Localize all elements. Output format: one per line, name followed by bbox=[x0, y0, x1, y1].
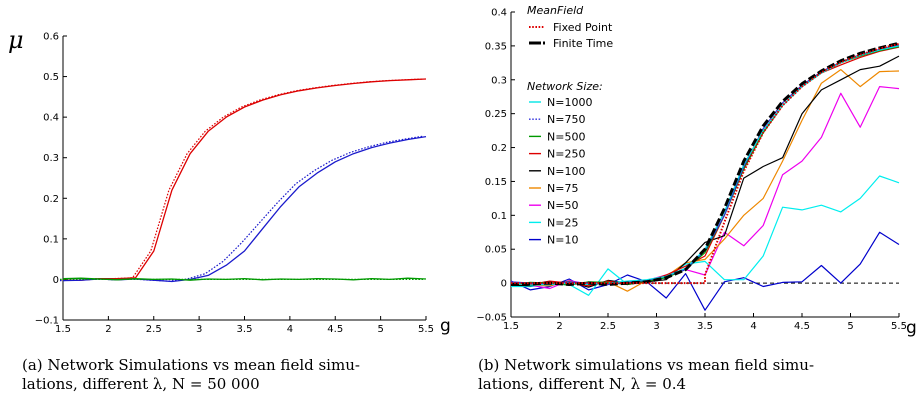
chart-b: 1.5 2 2.5 3 3.5 4 4.5 5 5.5 −0.05 0 0.05 0.1 0.15 0.2 0… bbox=[476, 4, 916, 338]
legend-label: Fixed Point bbox=[553, 21, 613, 34]
x-tick-label: 3 bbox=[653, 321, 659, 332]
caption-a-line2: lations, different λ, N = 50 000 bbox=[22, 375, 260, 393]
legend-network-title: Network Size: bbox=[527, 80, 603, 93]
x-tick-label: 2.5 bbox=[600, 321, 616, 332]
x-tick-label: 3 bbox=[196, 324, 202, 335]
legend-label: N=250 bbox=[547, 148, 585, 161]
x-tick-label: 2 bbox=[556, 321, 562, 332]
legend-label: N=25 bbox=[547, 216, 578, 229]
y-tick-label: 0 bbox=[501, 279, 507, 290]
y-tick-label: 0.05 bbox=[485, 245, 507, 256]
legend-label: N=50 bbox=[547, 199, 578, 212]
caption-a: (a) Network Simulations vs mean field si… bbox=[22, 356, 442, 394]
y-tick-label: −0.1 bbox=[35, 316, 59, 327]
x-tick-label: 4.5 bbox=[327, 324, 343, 335]
x-tick-label: 4.5 bbox=[794, 321, 810, 332]
y-tick-label: 0.15 bbox=[485, 177, 507, 188]
legend-label: N=75 bbox=[547, 182, 578, 195]
x-tick-label: 5 bbox=[847, 321, 853, 332]
chart-a: 1.5 2 2.5 3 3.5 4 4.5 5 5.5 −0.1 0 0.1 0.2 0.3 0.4 0.5 0… bbox=[8, 26, 451, 336]
series-line bbox=[62, 135, 427, 283]
figure: 1.5 2 2.5 3 3.5 4 4.5 5 5.5 −0.1 0 0.1 0.2 0.3 0.4 0.5 0… bbox=[8, 4, 917, 338]
legend-label: N=750 bbox=[547, 113, 585, 126]
legend-label: N=1000 bbox=[547, 96, 592, 109]
x-tick-label: 2.5 bbox=[146, 324, 162, 335]
x-axis-label: g bbox=[906, 318, 917, 338]
caption-b-line2: lations, different N, λ = 0.4 bbox=[478, 375, 687, 393]
y-tick-label: 0.1 bbox=[43, 234, 59, 245]
legend-label: Finite Time bbox=[553, 37, 613, 50]
y-tick-label: 0 bbox=[53, 275, 59, 286]
meanfield-fixed-point-line bbox=[511, 42, 900, 285]
series-line bbox=[63, 78, 427, 281]
x-tick-label: 5.5 bbox=[418, 324, 434, 335]
x-axis-label: g bbox=[440, 316, 451, 336]
x-tick-label: 4 bbox=[750, 321, 756, 332]
x-tick-label: 3.5 bbox=[237, 324, 253, 335]
x-tick-label: 3.5 bbox=[697, 321, 713, 332]
x-tick-label: 4 bbox=[287, 324, 293, 335]
y-tick-label: 0.2 bbox=[491, 143, 507, 154]
caption-a-line1: (a) Network Simulations vs mean field si… bbox=[22, 356, 360, 374]
caption-b-line1: (b) Network simulations vs mean field si… bbox=[478, 356, 815, 374]
meanfield-finite-time-line bbox=[510, 41, 900, 286]
y-tick-label: 0.25 bbox=[485, 109, 507, 120]
legend-label: N=100 bbox=[547, 165, 585, 178]
y-tick-label: 0.1 bbox=[491, 211, 507, 222]
legend-meanfield-title: MeanField bbox=[527, 4, 584, 17]
y-tick-label: −0.05 bbox=[476, 313, 507, 324]
y-tick-label: 0.3 bbox=[491, 75, 507, 86]
y-tick-label: 0.4 bbox=[491, 8, 507, 19]
legend-label: N=500 bbox=[547, 130, 585, 143]
series-line bbox=[60, 78, 424, 281]
y-tick-label: 0.4 bbox=[43, 113, 59, 124]
x-tick-label: 2 bbox=[105, 324, 111, 335]
caption-b: (b) Network simulations vs mean field si… bbox=[478, 356, 918, 394]
legend-label: N=10 bbox=[547, 234, 578, 247]
x-tick-label: 1.5 bbox=[503, 321, 519, 332]
y-tick-label: 0.5 bbox=[43, 72, 59, 83]
series-line-n-25 bbox=[511, 175, 900, 296]
series-line bbox=[59, 135, 424, 282]
y-tick-label: 0.2 bbox=[43, 194, 59, 205]
y-tick-label: 0.35 bbox=[485, 41, 507, 52]
x-tick-label: 1.5 bbox=[55, 324, 71, 335]
x-tick-label: 5 bbox=[377, 324, 383, 335]
y-axis-label: μ bbox=[8, 26, 24, 54]
y-tick-label: 0.6 bbox=[43, 32, 59, 43]
x-tick-label: 5.5 bbox=[891, 321, 907, 332]
y-tick-label: 0.3 bbox=[43, 153, 59, 164]
